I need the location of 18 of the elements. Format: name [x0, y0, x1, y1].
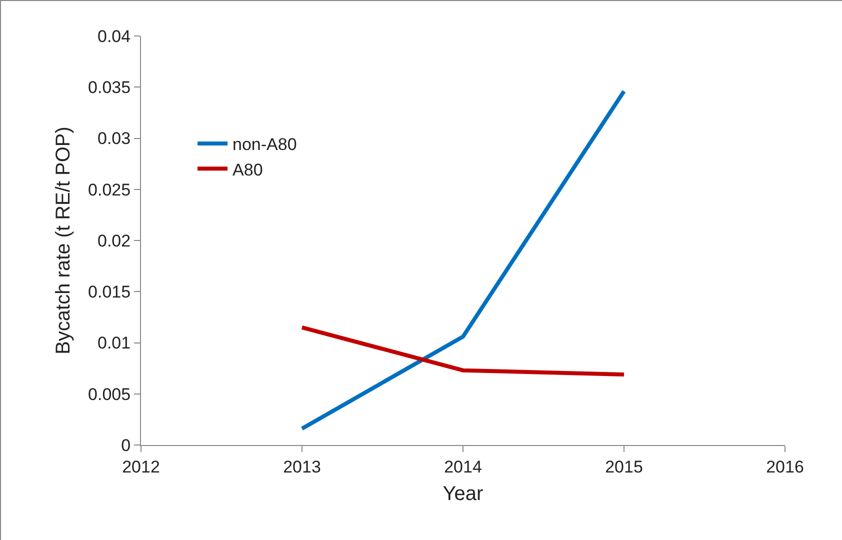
y-tick-label: 0.035	[88, 78, 131, 98]
x-tick-label: 2015	[605, 457, 643, 476]
legend-label: non-A80	[232, 135, 297, 154]
y-tick-label: 0.02	[98, 231, 131, 250]
x-tick-label: 2014	[444, 457, 482, 476]
y-tick-label: 0.015	[88, 282, 131, 302]
y-tick-label: 0.04	[98, 26, 131, 46]
y-tick-label: 0.03	[98, 129, 131, 148]
y-tick-label: 0.01	[98, 334, 131, 353]
y-tick-label: 0.025	[88, 180, 131, 200]
x-axis-title: Year	[442, 482, 484, 505]
y-tick-label: 0	[121, 436, 131, 455]
y-axis-title: Bycatch rate (t RE/t POP)	[52, 126, 75, 354]
x-tick-label: 2012	[122, 457, 160, 476]
x-tick-label: 2016	[766, 457, 804, 476]
y-tick-label: 0.005	[88, 384, 131, 404]
x-tick-label: 2013	[283, 457, 321, 476]
legend-label: A80	[232, 160, 263, 180]
